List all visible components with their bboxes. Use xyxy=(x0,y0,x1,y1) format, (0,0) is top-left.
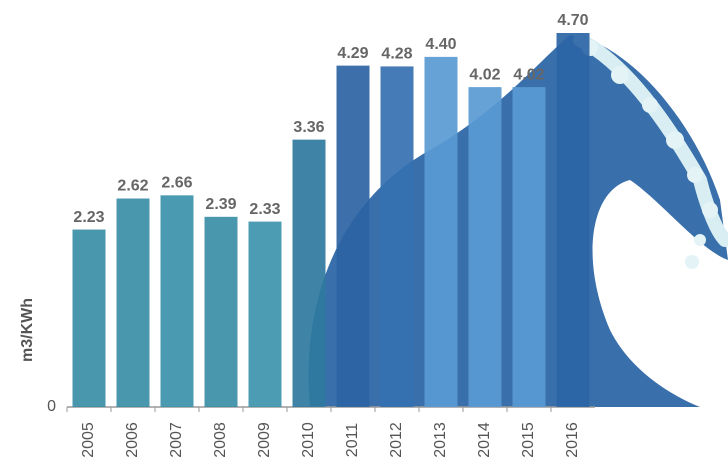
y-axis-label: m3/KWh xyxy=(19,298,36,362)
bar xyxy=(468,87,502,407)
x-tick-label: 2008 xyxy=(212,422,229,458)
value-label: 3.36 xyxy=(293,119,324,136)
x-tick-label: 2005 xyxy=(80,422,97,458)
value-label: 4.02 xyxy=(513,66,544,83)
value-label: 2.62 xyxy=(117,178,148,195)
value-label: 4.70 xyxy=(557,12,588,29)
x-tick-label: 2011 xyxy=(344,423,361,458)
x-tick-label: 2016 xyxy=(564,422,581,458)
y-tick-label: 0 xyxy=(47,398,56,415)
value-label: 4.29 xyxy=(337,45,368,62)
value-label: 4.28 xyxy=(381,46,412,63)
bar xyxy=(380,66,414,408)
value-label: 2.23 xyxy=(73,209,104,226)
bar xyxy=(424,56,458,407)
value-label: 4.02 xyxy=(469,66,500,83)
x-tick-label: 2006 xyxy=(124,422,141,458)
x-tick-label: 2014 xyxy=(476,422,493,458)
x-tick-label: 2012 xyxy=(388,422,405,458)
value-label: 2.39 xyxy=(205,196,236,213)
x-tick-label: 2007 xyxy=(168,422,185,458)
x-tick-label: 2013 xyxy=(432,422,449,458)
bar xyxy=(512,87,546,407)
value-label: 4.40 xyxy=(425,36,456,53)
bar xyxy=(248,221,282,407)
bar xyxy=(204,216,238,407)
value-label: 2.66 xyxy=(161,175,192,192)
bar xyxy=(160,195,194,407)
bar xyxy=(336,65,370,407)
x-tick-label: 2009 xyxy=(256,422,273,458)
bar xyxy=(292,139,326,407)
x-tick-label: 2015 xyxy=(520,422,537,458)
bar xyxy=(556,33,590,407)
bar xyxy=(116,198,150,407)
x-tick-label: 2010 xyxy=(300,422,317,458)
value-label: 2.33 xyxy=(249,201,280,218)
bar xyxy=(72,229,106,407)
